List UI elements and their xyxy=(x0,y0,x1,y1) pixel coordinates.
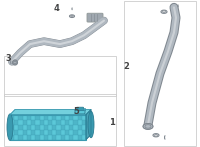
Bar xyxy=(61,135,65,140)
Polygon shape xyxy=(10,110,91,115)
Polygon shape xyxy=(86,110,91,140)
Bar xyxy=(78,135,82,140)
Ellipse shape xyxy=(7,114,13,140)
Bar xyxy=(56,120,61,125)
FancyBboxPatch shape xyxy=(75,110,85,114)
Bar xyxy=(78,125,82,130)
Bar xyxy=(23,130,27,135)
FancyBboxPatch shape xyxy=(76,107,84,111)
Bar xyxy=(18,125,23,130)
Bar xyxy=(35,115,40,120)
Bar xyxy=(61,125,65,130)
Bar xyxy=(69,125,73,130)
Polygon shape xyxy=(83,108,85,110)
Bar xyxy=(23,120,27,125)
Bar xyxy=(27,135,31,140)
Bar xyxy=(52,135,56,140)
Ellipse shape xyxy=(88,111,94,138)
Bar xyxy=(40,130,44,135)
Ellipse shape xyxy=(12,60,18,65)
Bar xyxy=(14,130,18,135)
Bar xyxy=(27,115,31,120)
Bar xyxy=(10,125,14,130)
Bar xyxy=(44,125,48,130)
Bar xyxy=(82,130,86,135)
Text: 4: 4 xyxy=(53,4,59,13)
Bar xyxy=(10,115,14,120)
Bar xyxy=(10,135,14,140)
Ellipse shape xyxy=(143,123,153,129)
Bar xyxy=(52,115,56,120)
Bar xyxy=(78,115,82,120)
Bar xyxy=(31,130,35,135)
Text: 1: 1 xyxy=(109,117,115,127)
Bar xyxy=(65,130,69,135)
Bar xyxy=(27,125,31,130)
Bar xyxy=(40,120,44,125)
Bar xyxy=(35,135,40,140)
Bar xyxy=(65,120,69,125)
Bar xyxy=(52,125,56,130)
Bar xyxy=(69,135,73,140)
Text: 3: 3 xyxy=(5,54,11,63)
Bar xyxy=(18,115,23,120)
FancyBboxPatch shape xyxy=(10,115,86,140)
Bar xyxy=(14,120,18,125)
Bar xyxy=(69,115,73,120)
FancyBboxPatch shape xyxy=(87,13,103,22)
Bar xyxy=(35,125,40,130)
Text: 2: 2 xyxy=(123,62,129,71)
Bar xyxy=(44,115,48,120)
Text: 5: 5 xyxy=(73,107,79,116)
Bar xyxy=(61,115,65,120)
Bar xyxy=(31,120,35,125)
Bar xyxy=(48,130,52,135)
Bar xyxy=(56,130,61,135)
Polygon shape xyxy=(75,108,77,110)
Bar xyxy=(48,120,52,125)
Bar xyxy=(82,120,86,125)
Bar xyxy=(73,130,78,135)
Bar xyxy=(73,120,78,125)
Bar xyxy=(18,135,23,140)
Bar xyxy=(44,135,48,140)
